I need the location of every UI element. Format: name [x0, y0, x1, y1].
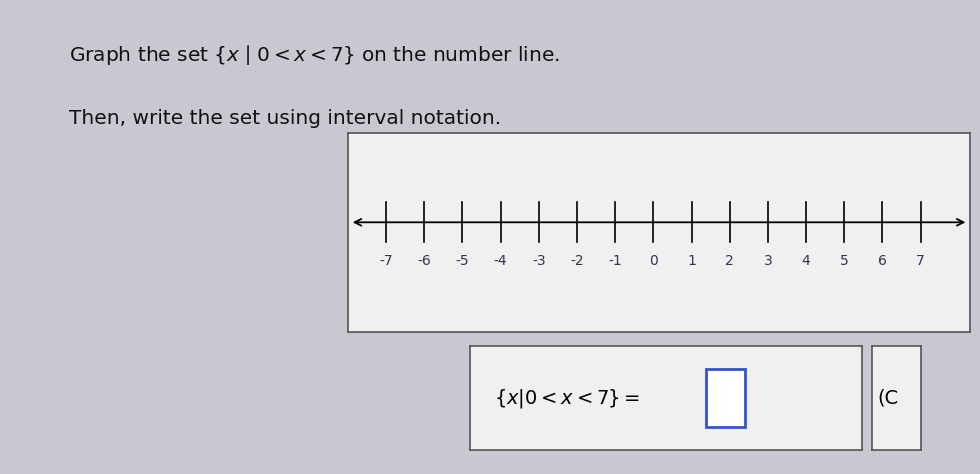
Text: 4: 4: [802, 254, 810, 268]
Text: -1: -1: [609, 254, 622, 268]
Text: (C: (C: [877, 389, 899, 408]
Text: 7: 7: [916, 254, 925, 268]
Text: 2: 2: [725, 254, 734, 268]
Text: -4: -4: [494, 254, 508, 268]
Text: 3: 3: [763, 254, 772, 268]
Text: $\{x|0 < x < 7\} = $: $\{x|0 < x < 7\} = $: [494, 387, 640, 410]
Text: 1: 1: [687, 254, 696, 268]
Text: Then, write the set using interval notation.: Then, write the set using interval notat…: [69, 109, 501, 128]
Text: Graph the set $\{x \mid 0 < x < 7\}$ on the number line.: Graph the set $\{x \mid 0 < x < 7\}$ on …: [69, 43, 560, 67]
Text: 0: 0: [649, 254, 658, 268]
Text: -5: -5: [456, 254, 469, 268]
Text: -3: -3: [532, 254, 546, 268]
Text: -6: -6: [417, 254, 431, 268]
Text: -2: -2: [570, 254, 584, 268]
Text: 5: 5: [840, 254, 849, 268]
FancyBboxPatch shape: [706, 369, 745, 428]
Text: 6: 6: [878, 254, 887, 268]
Text: -7: -7: [379, 254, 393, 268]
